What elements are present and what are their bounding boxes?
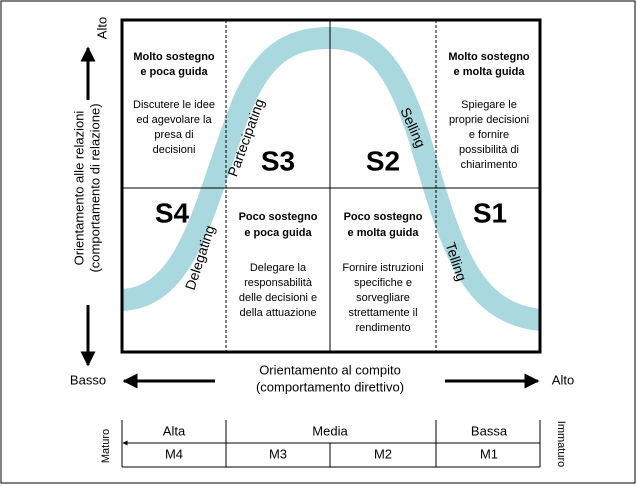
text: Discutere le idee: [133, 99, 215, 111]
text: chiarimento: [461, 159, 518, 171]
text: presa di: [154, 129, 193, 141]
cell: Molto sostegno e molta guida Spiegare le…: [448, 51, 530, 171]
level: Media: [312, 423, 348, 438]
style-label: S4: [155, 197, 190, 228]
stage: M2: [374, 446, 392, 461]
stage: M4: [165, 446, 183, 461]
heading: Molto sostegno: [448, 51, 530, 63]
cell: Poco sostegno e poca guida Delegare la r…: [239, 211, 318, 319]
text: Spiegare le: [461, 99, 517, 111]
axis-label: (comportamento direttivo): [256, 379, 404, 394]
style-label: S3: [261, 145, 295, 176]
cell: Poco sostegno e molta guida Fornire istr…: [342, 211, 423, 334]
text: e fornire: [469, 129, 509, 141]
maturity-end: Maturo: [100, 429, 112, 463]
text: decisioni: [153, 144, 196, 156]
axis-end: Alto: [94, 17, 109, 39]
heading: Poco sostegno: [239, 211, 318, 223]
grid-box: [120, 18, 542, 354]
stage: M1: [480, 446, 498, 461]
text: responsabilità: [244, 277, 313, 289]
cell: Molto sostegno e poca guida Discutere le…: [133, 51, 215, 156]
axis-label: Orientamento alle relazioni: [71, 111, 86, 266]
heading: Poco sostegno: [344, 211, 423, 223]
axis-label: Orientamento al compito: [259, 362, 401, 377]
stage: M3: [269, 446, 287, 461]
heading: e molta guida: [348, 227, 420, 239]
text: delle decisioni e: [239, 292, 317, 304]
maturity-end: Immaturo: [555, 421, 567, 467]
text: possibilità di: [459, 144, 519, 156]
text: Delegare la: [250, 262, 307, 274]
text: specifiche e: [354, 277, 412, 289]
axis-end: Basso: [70, 372, 106, 387]
text: ed agevolare la: [136, 114, 212, 126]
text: Fornire istruzioni: [342, 262, 423, 274]
text: strettamente il: [348, 307, 417, 319]
heading: e poca guida: [244, 227, 312, 239]
axis-end: Alto: [552, 372, 574, 387]
maturity-scale: Alta Media Bassa M4 M3 M2 M1 Maturo Imma…: [100, 420, 567, 468]
heading: Molto sostegno: [133, 51, 215, 63]
level: Alta: [163, 423, 186, 438]
text: rendimento: [355, 322, 410, 334]
axis-label: (comportamento di relazione): [87, 103, 102, 272]
style-label: S2: [366, 145, 400, 176]
heading: e poca guida: [140, 66, 208, 78]
text: proprie decisioni: [449, 114, 529, 126]
text: della attuazione: [239, 307, 316, 319]
level: Bassa: [471, 423, 508, 438]
text: sorvegliare: [356, 292, 410, 304]
heading: e molta guida: [454, 66, 526, 78]
style-label: S1: [473, 197, 507, 228]
